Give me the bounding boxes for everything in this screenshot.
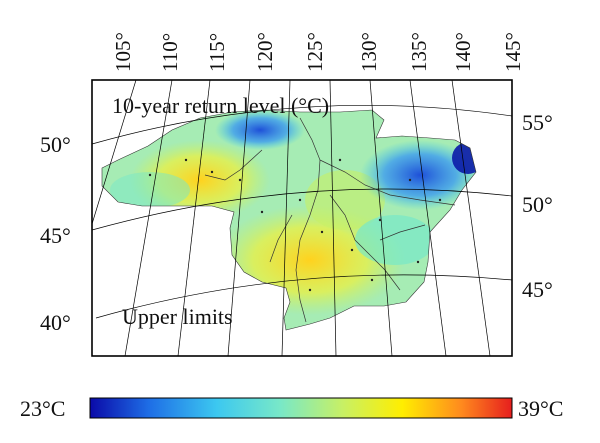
lon-label-125: 125° (303, 32, 327, 72)
lon-label-130: 130° (357, 32, 381, 72)
meridian-lines (91, 79, 491, 357)
lat-label-left-40: 40° (40, 310, 71, 335)
lon-label-145: 145° (501, 32, 525, 72)
colorbar-min-label: 23°C (20, 396, 65, 421)
lat-label-right-50: 50° (522, 192, 553, 217)
colorbar-max-label: 39°C (518, 396, 563, 421)
region-outline (101, 109, 477, 331)
lat-label-left-50: 50° (40, 132, 71, 157)
lon-label-140: 140° (451, 32, 475, 72)
latitude-labels: 50° 45° 40° 55° 50° 45° (40, 110, 553, 335)
lon-label-120: 120° (253, 32, 277, 72)
lat-label-right-55: 55° (522, 110, 553, 135)
map-annotation: Upper limits (122, 304, 233, 329)
parallel-lines (91, 104, 513, 319)
lon-label-135: 135° (407, 32, 431, 72)
map-title: 10-year return level (°C) (112, 93, 329, 118)
lon-label-110: 110° (158, 33, 182, 72)
longitude-labels: 105° 110° 115° 120° 125° 130° 135° 140° … (111, 32, 525, 72)
station-markers (148, 158, 442, 292)
lat-label-left-45: 45° (40, 223, 71, 248)
lat-label-right-45: 45° (522, 277, 553, 302)
lon-label-115: 115° (205, 33, 229, 72)
colorbar (89, 397, 513, 419)
lon-label-105: 105° (111, 32, 135, 72)
